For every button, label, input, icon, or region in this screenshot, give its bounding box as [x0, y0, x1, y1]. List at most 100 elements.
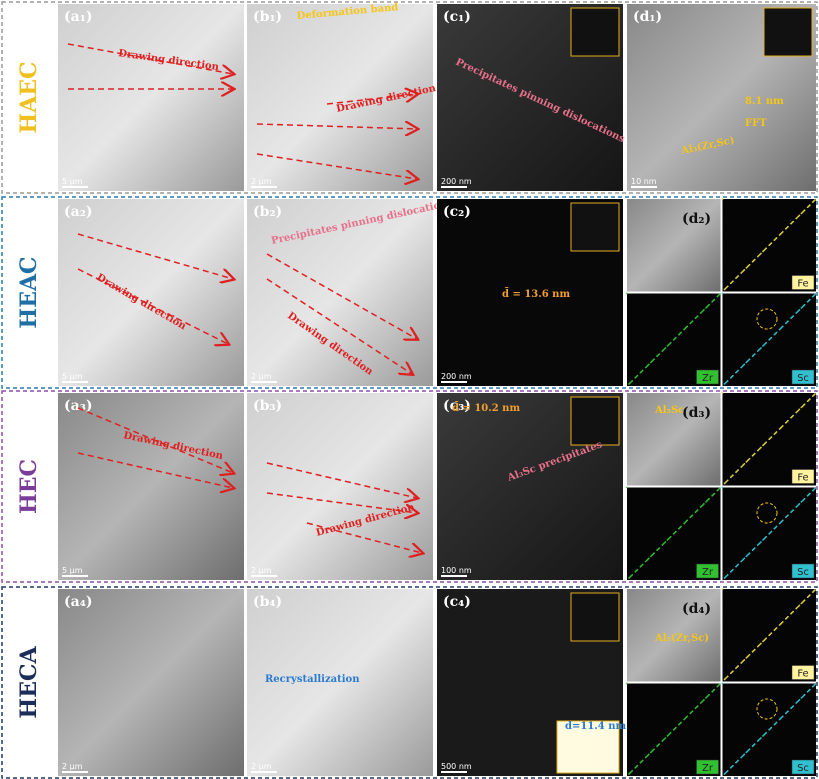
direction-arrow: [67, 43, 233, 74]
eds-dot: [626, 292, 628, 295]
eds-dot: [773, 333, 776, 336]
eds-dot: [800, 406, 803, 409]
eds-dot: [639, 565, 642, 568]
eds-dot: [751, 355, 754, 358]
panel-label: (b₁): [253, 9, 282, 25]
eds-dot: [721, 198, 724, 200]
eds-dot: [745, 361, 748, 364]
eds-dot: [762, 345, 764, 347]
panel-label: (d₂): [682, 211, 711, 227]
scale-label: 10 nm: [631, 177, 657, 186]
eds-dot: [745, 751, 748, 754]
eds-dot: [740, 466, 743, 468]
eds-dot: [656, 355, 659, 358]
eds-dot: [778, 522, 781, 525]
eds-dot: [740, 560, 743, 563]
eds-dot: [678, 723, 680, 726]
eds-dot: [778, 328, 781, 331]
eds-dot: [778, 718, 781, 721]
eds-dot: [756, 449, 759, 452]
eds-dot: [811, 201, 814, 203]
annotation: Al₃(Zr,Sc): [654, 633, 709, 644]
eds-dot: [790, 416, 792, 419]
eds-dot: [784, 516, 787, 519]
direction-arrow: [326, 94, 417, 105]
eds-dot: [721, 588, 724, 590]
eds-dot: [768, 338, 771, 341]
fft-inset: [763, 7, 813, 57]
eds-dot: [705, 696, 707, 699]
eds-dot: [656, 549, 659, 552]
eds-dot: [806, 400, 809, 403]
element-label: Fe: [797, 279, 808, 290]
tem-image: [247, 199, 433, 386]
eds-dot: [784, 322, 787, 325]
eds-dot: [762, 735, 764, 737]
eds-dot: [689, 516, 692, 519]
eds-dot: [773, 239, 776, 242]
eds-dot: [699, 312, 702, 314]
scale-label: 2 μm: [251, 762, 272, 771]
eds-dot: [711, 494, 714, 497]
eds-dot: [751, 549, 754, 552]
direction-arrow: [266, 492, 417, 513]
eds-dot: [768, 438, 771, 441]
eds-dot: [762, 640, 764, 643]
eds-dot: [626, 486, 628, 489]
eds-dot: [628, 773, 630, 775]
element-label: Sc: [797, 373, 809, 384]
eds-dot: [723, 577, 726, 579]
eds-dot: [721, 292, 724, 295]
element-tag: [791, 759, 815, 775]
eds-dot: [751, 260, 754, 263]
tem-image: [58, 199, 244, 386]
eds-dot: [768, 244, 771, 247]
eds-dot: [795, 702, 798, 704]
element-tag: [696, 759, 719, 775]
eds-dot: [790, 317, 792, 320]
highlight-circle: [756, 698, 778, 720]
eds-dot: [735, 277, 737, 280]
tem-image: [627, 589, 721, 682]
annotation: d̄ = 10.2 nm: [452, 402, 520, 414]
row-label: HEAC: [16, 256, 42, 328]
annotation: FFT: [745, 118, 767, 129]
eds-dot: [806, 206, 809, 209]
direction-arrow: [266, 253, 417, 339]
scale-label: 200 nm: [441, 372, 472, 381]
eds-dot: [694, 317, 697, 320]
element-tag: [791, 563, 815, 579]
eds-dot: [735, 761, 737, 764]
eds-dot: [800, 306, 803, 309]
direction-arrow: [77, 452, 233, 488]
eds-dot: [729, 766, 732, 769]
panel-label: (d₄): [682, 601, 711, 617]
direction-arrow: [266, 278, 412, 374]
eds-dot: [773, 723, 776, 726]
eds-dot: [778, 428, 781, 430]
eds-dot: [773, 527, 776, 530]
eds-dot: [694, 511, 697, 514]
eds-dot: [723, 678, 726, 681]
eds-dot: [656, 745, 659, 748]
eds-dot: [751, 650, 754, 653]
fft-inset: [570, 592, 620, 642]
fft-inset: [570, 7, 620, 57]
eds-dot: [773, 433, 776, 436]
panel-label: (c₂): [443, 204, 471, 220]
panel-label: (c₁): [443, 9, 471, 25]
eds-dot: [806, 300, 809, 303]
eds-dot: [735, 565, 737, 568]
scale-label: 2 μm: [62, 762, 83, 771]
eds-dot: [683, 718, 686, 721]
eds-dot: [672, 338, 675, 341]
eds-dot: [666, 735, 669, 737]
eds-dot: [666, 539, 669, 541]
eds-dot: [735, 667, 737, 670]
eds-dot: [628, 577, 630, 579]
eds-dot: [811, 591, 814, 593]
scale-label: 5 μm: [62, 177, 83, 186]
highlight-circle: [756, 308, 778, 330]
eds-dot: [778, 234, 781, 236]
eds-dot: [628, 383, 630, 385]
